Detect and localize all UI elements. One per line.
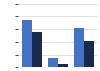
Bar bbox=[74, 28, 84, 67]
Bar bbox=[58, 64, 68, 67]
Bar bbox=[48, 58, 58, 67]
Bar bbox=[84, 41, 94, 67]
Bar bbox=[22, 20, 32, 67]
Bar bbox=[32, 32, 42, 67]
